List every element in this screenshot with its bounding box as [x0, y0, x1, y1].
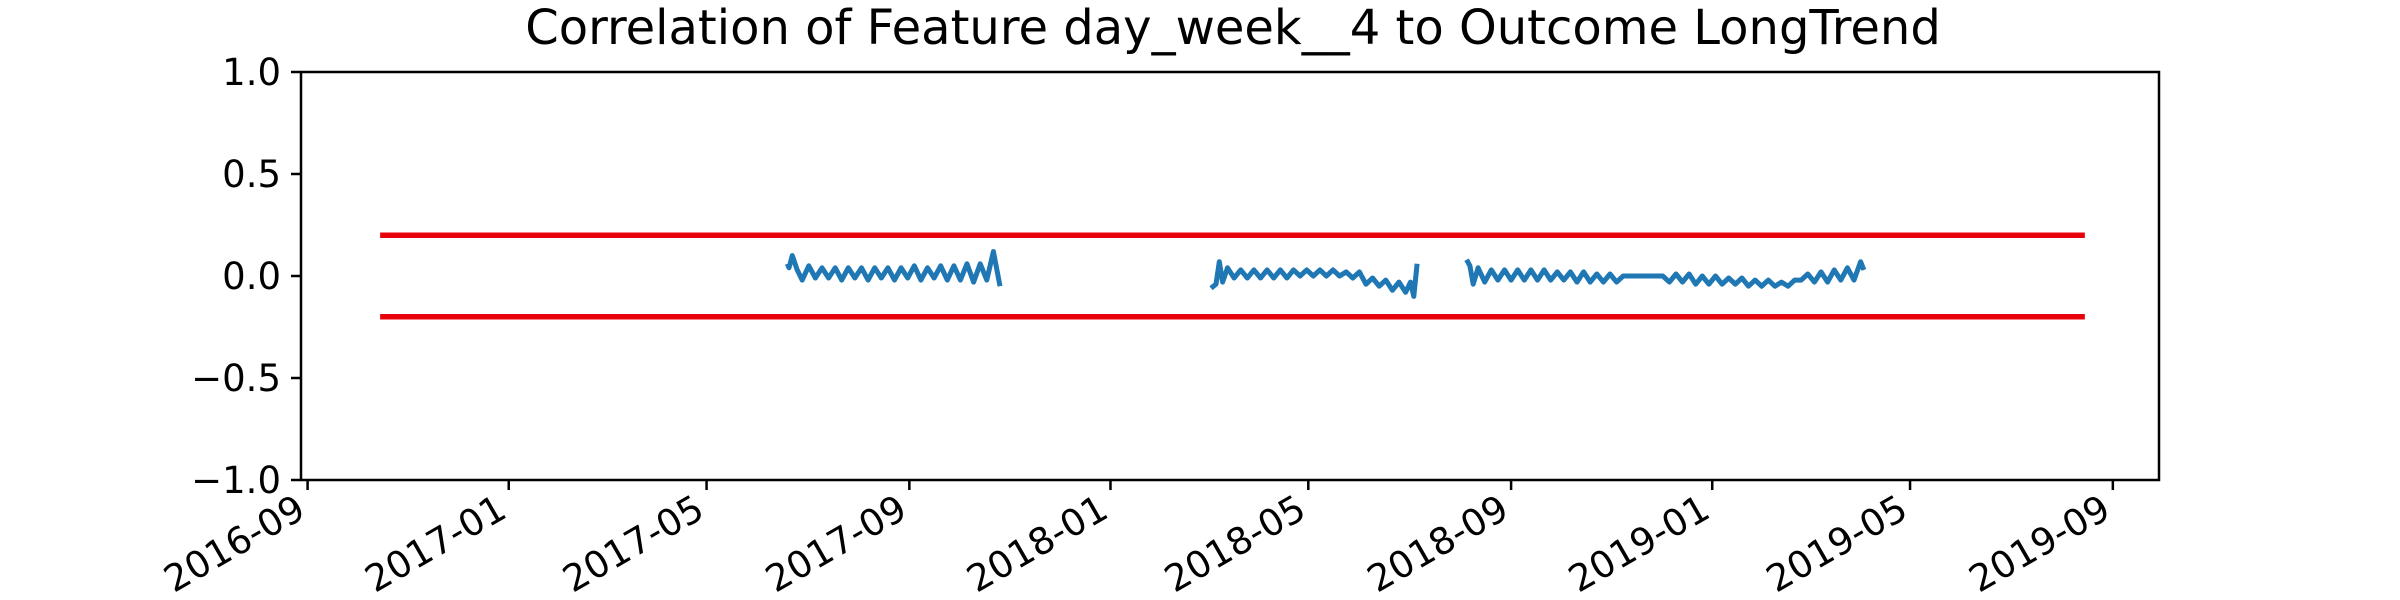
x-tick-label: 2019-09 — [1962, 487, 2117, 600]
x-tick-label: 2017-09 — [758, 487, 913, 600]
y-axis: 1.0 0.5 0.0 −0.5 −1.0 — [191, 51, 301, 502]
correlation-segment-1-line — [787, 252, 1000, 287]
x-tick-label: 2019-01 — [1561, 487, 1716, 600]
x-tick-label: 2019-05 — [1759, 487, 1914, 600]
chart-title: Correlation of Feature day_week__4 to Ou… — [525, 0, 1941, 56]
plot-area — [380, 235, 2085, 317]
y-tick-label: 1.0 — [222, 51, 281, 94]
x-tick-label: 2018-09 — [1360, 487, 1515, 600]
y-tick-label: 0.0 — [222, 255, 281, 298]
y-tick-label: −1.0 — [191, 459, 281, 502]
y-tick-label: 0.5 — [222, 153, 281, 196]
correlation-segment-2-line — [1211, 262, 1417, 297]
x-tick-label: 2018-01 — [960, 487, 1115, 600]
y-tick-label: −0.5 — [191, 357, 281, 400]
correlation-segment-3-line — [1467, 260, 1864, 287]
x-tick-label: 2018-05 — [1157, 487, 1312, 600]
x-axis: 2016-09 2017-01 2017-05 2017-09 2018-01 2018-… — [157, 480, 2118, 600]
x-tick-label: 2017-05 — [556, 487, 711, 600]
x-tick-label: 2016-09 — [157, 487, 312, 600]
x-tick-label: 2017-01 — [358, 487, 513, 600]
